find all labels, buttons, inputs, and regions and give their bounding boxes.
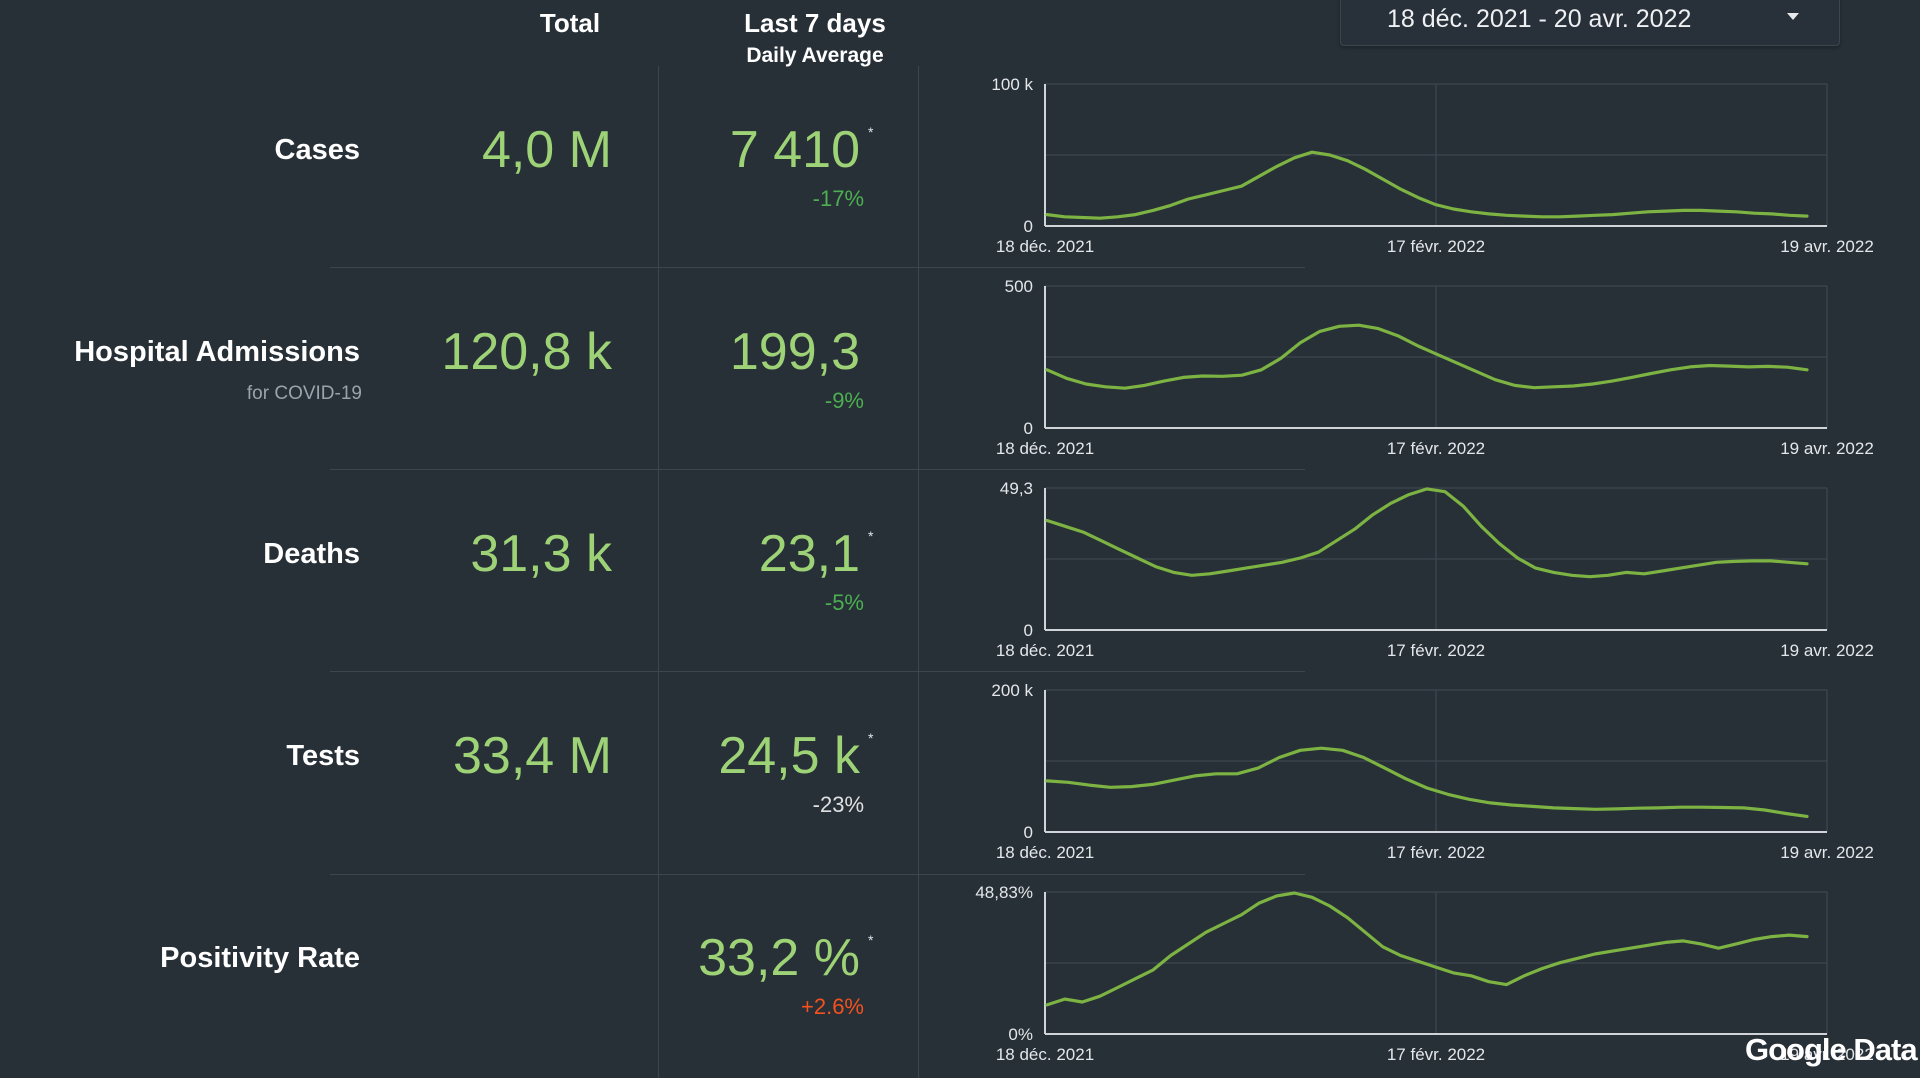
x-tick-label: 17 févr. 2022 (1387, 843, 1485, 862)
metric-name: Cases (274, 134, 360, 166)
x-tick-label: 17 févr. 2022 (1387, 439, 1485, 458)
positivity-rate-chart: 48,83% 0%18 déc. 2021 17 févr. 2022 19 avr.… (975, 883, 1873, 1064)
metric-change: -17% (812, 186, 864, 211)
cases-chart: 100 k 018 déc. 2021 17 févr. 2022 19 avr. 2… (991, 75, 1873, 256)
metric-total: 120,8 k (441, 323, 612, 381)
metric-change: +2.6% (801, 994, 864, 1019)
y-tick-label: 49,3 (1000, 479, 1033, 498)
x-tick-label: 18 déc. 2021 (996, 641, 1094, 660)
metric-change: -9% (824, 388, 864, 413)
series-line (1045, 891, 1809, 1007)
x-tick-label: 18 déc. 2021 (996, 1045, 1094, 1064)
metric-change: -5% (824, 590, 864, 615)
metric-total: 31,3 k (470, 525, 612, 583)
row-divider (330, 267, 1305, 268)
y-tick-label: 0 (1024, 217, 1033, 236)
daily-average-header: Daily Average (746, 44, 884, 67)
hospital-admissions-chart: 500 018 déc. 2021 17 févr. 2022 19 avr. 202… (996, 277, 1874, 458)
row-divider (330, 671, 1305, 672)
y-tick-label: 500 (1005, 277, 1033, 296)
x-tick-label: 18 déc. 2021 (996, 843, 1094, 862)
metric-name: Deaths (263, 538, 360, 570)
x-tick-label: 19 avr. 2022 (1780, 843, 1874, 862)
x-tick-label: 17 févr. 2022 (1387, 641, 1485, 660)
series-line (1045, 323, 1809, 390)
metric-avg: 23,1 (758, 525, 860, 583)
x-tick-label: 17 févr. 2022 (1387, 237, 1485, 256)
total-column-header: Total (539, 8, 601, 38)
avg-footnote-marker: * (868, 124, 874, 140)
avg-footnote-marker: * (868, 932, 874, 948)
metric-avg: 199,3 (729, 323, 860, 381)
metric-avg: 24,5 k (718, 727, 860, 785)
x-tick-label: 19 avr. 2022 (1780, 439, 1874, 458)
metric-name: Positivity Rate (160, 942, 360, 974)
metric-avg: 7 410 (729, 121, 860, 179)
column-divider (918, 66, 919, 1078)
tests-chart: 200 k 018 déc. 2021 17 févr. 2022 19 avr. 2… (991, 681, 1873, 862)
series-line (1045, 150, 1809, 220)
x-tick-label: 19 avr. 2022 (1780, 237, 1874, 256)
column-divider (658, 66, 659, 1078)
google-data-studio-logo: Google Data S (1745, 1032, 1920, 1067)
y-tick-label: 0 (1024, 621, 1033, 640)
metric-subtitle: for COVID-19 (246, 383, 362, 404)
metric-avg: 33,2 % (698, 929, 860, 987)
metric-change: -23% (812, 792, 864, 817)
metric-name: Tests (286, 740, 360, 772)
x-tick-label: 17 févr. 2022 (1387, 1045, 1485, 1064)
date-range-selector[interactable]: 18 déc. 2021 - 20 avr. 2022 (1340, 0, 1840, 46)
row-divider (330, 469, 1305, 470)
avg-footnote-marker: * (868, 528, 874, 544)
chevron-down-icon (1787, 13, 1799, 20)
y-tick-label: 0 (1024, 823, 1033, 842)
avg-footnote-marker: * (868, 730, 874, 746)
x-tick-label: 18 déc. 2021 (996, 237, 1094, 256)
y-tick-label: 100 k (991, 75, 1033, 94)
series-line (1045, 746, 1809, 818)
last-7-days-header: Last 7 days (744, 8, 886, 38)
x-tick-label: 19 avr. 2022 (1780, 1045, 1874, 1064)
metric-total: 4,0 M (481, 121, 612, 179)
metric-name: Hospital Admissions (74, 336, 360, 368)
y-tick-label: 0% (1008, 1025, 1033, 1044)
series-line (1045, 487, 1809, 579)
y-tick-label: 0 (1024, 419, 1033, 438)
x-tick-label: 18 déc. 2021 (996, 439, 1094, 458)
y-tick-label: 200 k (991, 681, 1033, 700)
x-tick-label: 19 avr. 2022 (1780, 641, 1874, 660)
metric-total: 33,4 M (453, 727, 612, 785)
date-range-value: 18 déc. 2021 - 20 avr. 2022 (1387, 4, 1692, 33)
row-divider (330, 874, 1305, 875)
y-tick-label: 48,83% (975, 883, 1033, 902)
deaths-chart: 49,3 018 déc. 2021 17 févr. 2022 19 avr. 20… (996, 479, 1874, 660)
